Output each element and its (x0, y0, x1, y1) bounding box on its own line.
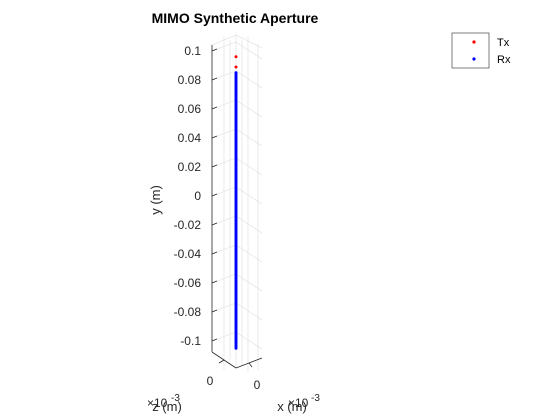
legend-label-rx: Rx (497, 54, 511, 66)
y-tick-mark (211, 251, 218, 255)
y-axis-ticks: 0.1 0.08 0.06 0.04 0.02 0 -0.02 -0.04 -0.06 -0.08… (174, 44, 218, 348)
grid-line-horizontal (235, 244, 263, 263)
legend-marker-tx (472, 40, 476, 44)
grid-line-horizontal (235, 215, 263, 234)
z-tick-label: 0 (207, 374, 214, 388)
y-tick-label: 0.02 (178, 160, 202, 174)
y-tick-mark (211, 309, 218, 313)
legend-label-tx: Tx (497, 37, 510, 49)
y-tick-label: -0.04 (174, 247, 202, 261)
y-tick-label: 0.1 (184, 44, 201, 58)
y-tick-mark (211, 164, 218, 168)
legend-marker-rx (472, 57, 476, 61)
z-axis-label: z (m) (152, 399, 182, 414)
axes-box (211, 33, 263, 372)
tx-point (234, 55, 238, 59)
chart-title: MIMO Synthetic Aperture (152, 10, 319, 26)
y-tick-mark (211, 338, 218, 342)
legend-box (451, 32, 490, 69)
grid-line-horizontal (235, 186, 263, 205)
y-tick-label: 0.08 (178, 73, 202, 87)
grid-line-horizontal (235, 302, 263, 321)
y-tick-mark (211, 193, 218, 197)
y-tick-mark (211, 280, 218, 284)
legend: Tx Rx (451, 32, 511, 69)
box-edge-top (235, 34, 263, 49)
x-axis-label: x (m) (277, 399, 307, 414)
z-axis-tick (218, 359, 225, 364)
x-exponent-base: ×10 (288, 396, 309, 410)
x-exponent: ×10 -3 (288, 393, 320, 410)
box-edge-top (211, 34, 237, 46)
rx-point (234, 346, 238, 350)
z-exponent-power: -3 (171, 393, 180, 404)
data-markers (234, 55, 238, 350)
y-tick-label: -0.06 (174, 276, 202, 290)
grid-line-horizontal (235, 331, 263, 350)
z-exponent: ×10 -3 (147, 393, 180, 410)
y-tick-label: 0.04 (178, 131, 202, 145)
x-exponent-power: -3 (311, 393, 320, 404)
y-tick-mark (211, 106, 218, 110)
y-tick-label: -0.02 (174, 218, 202, 232)
grid-line-horizontal (235, 157, 263, 176)
y-tick-label: 0 (194, 189, 201, 203)
z-exponent-base: ×10 (147, 396, 168, 410)
x-axis-tick (248, 362, 253, 368)
y-tick-label: -0.08 (174, 305, 202, 319)
y-tick-mark (211, 77, 218, 81)
grid-line-horizontal (235, 99, 263, 118)
y-tick-label: 0.06 (178, 102, 202, 116)
grid-line-horizontal (235, 273, 263, 292)
y-tick-label: -0.1 (180, 334, 201, 348)
x-tick-label: 0 (254, 378, 261, 392)
y-tick-mark (211, 135, 218, 139)
tx-point (234, 65, 238, 69)
grid-line-horizontal (235, 128, 263, 147)
y-axis-label: y (m) (148, 185, 163, 215)
grid-line-horizontal (235, 41, 263, 60)
y-tick-mark (211, 48, 218, 52)
y-tick-mark (211, 222, 218, 226)
grid-line-horizontal (235, 70, 263, 89)
